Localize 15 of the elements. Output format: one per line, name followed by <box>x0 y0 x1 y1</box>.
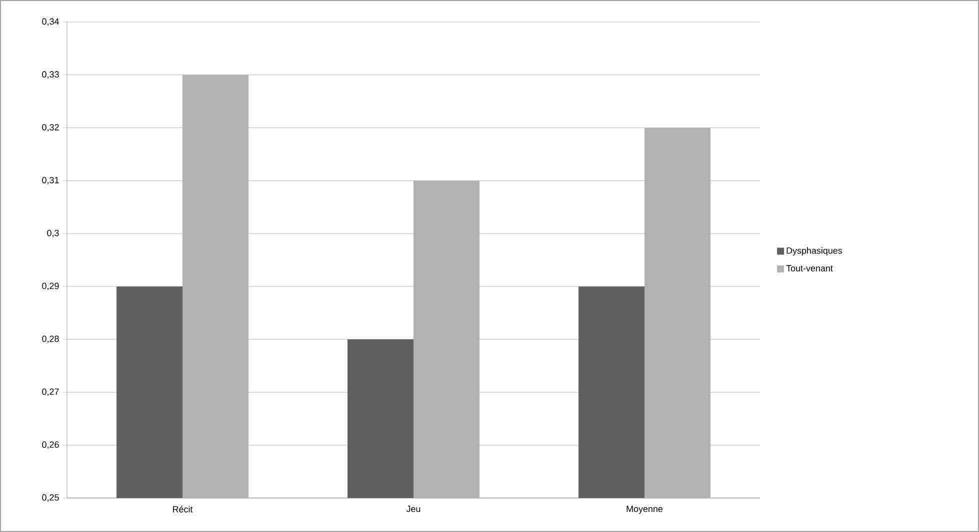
y-tick-label: 0,27 <box>42 388 59 396</box>
x-tick-label: Récit <box>173 506 193 512</box>
y-tick-label: 0,31 <box>42 176 59 184</box>
y-tick-label: 0,33 <box>42 71 59 79</box>
y-tick-label: 0,3 <box>47 230 59 238</box>
legend-label: Tout-venant <box>786 265 833 272</box>
y-tick-label: 0,26 <box>42 441 59 449</box>
y-tick-label: 0,34 <box>42 18 59 26</box>
y-tick-label: 0,28 <box>42 336 59 344</box>
x-tick-label: Moyenne <box>626 506 663 514</box>
legend-label: Dysphasiques <box>786 247 842 256</box>
x-tick-label: Jeu <box>406 506 420 512</box>
y-tick-label: 0,32 <box>42 124 59 132</box>
y-tick-label: 0,29 <box>42 282 59 290</box>
y-tick-label: 0,25 <box>42 494 59 502</box>
